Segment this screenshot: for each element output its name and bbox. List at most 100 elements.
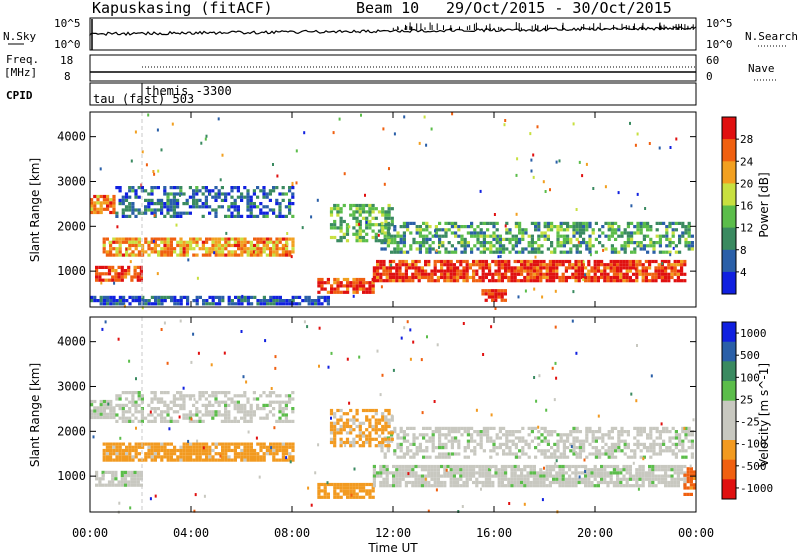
scatter-region <box>90 399 116 420</box>
y-tick-label: 3000 <box>57 174 86 188</box>
freq-unit-label: [MHz] <box>4 66 37 79</box>
cpid-entry-1: tau (fast) 503 <box>93 92 194 106</box>
scatter-noise <box>99 112 678 310</box>
colorbar-tick-label: -500 <box>740 460 767 473</box>
station-title: Kapuskasing (fitACF) <box>92 0 273 17</box>
colorbar-swatch <box>722 139 736 162</box>
time-x-axis: 00:00 04:00 08:00 12:00 16:00 20:00 00:00 <box>72 112 714 540</box>
power-colorbar-label: Power [dB] <box>757 172 771 237</box>
scatter-region <box>115 391 295 423</box>
nsearch-label: N.Search <box>745 30 798 43</box>
colorbar-swatch <box>722 161 736 184</box>
colorbar-tick-label: -1000 <box>740 482 773 495</box>
scatter-region <box>329 203 394 243</box>
scatter-region <box>317 482 375 499</box>
scatter-region <box>683 467 697 496</box>
colorbar-tick-label: 20 <box>740 177 753 190</box>
colorbar-swatch <box>722 400 736 421</box>
beam-title: Beam 10 <box>356 0 419 17</box>
scatter-region <box>95 265 143 282</box>
nsky-label: N.Sky <box>3 30 36 43</box>
colorbar-tick-label: 1000 <box>740 327 767 340</box>
colorbar-tick-label: -100 <box>740 438 767 451</box>
freq-tick-bottom: 8 <box>64 70 71 83</box>
colorbar-tick-label: 500 <box>740 349 760 362</box>
freq-label: Freq. <box>6 53 39 66</box>
scatter-region <box>90 194 116 215</box>
y-tick-label: 4000 <box>57 335 86 349</box>
colorbar-tick-label: 4 <box>740 266 747 279</box>
y-tick-label: 3000 <box>57 379 86 393</box>
colorbar-swatch <box>722 205 736 229</box>
nsky-line <box>89 26 697 37</box>
colorbar-swatch <box>722 440 736 461</box>
colorbar-swatch <box>722 249 736 273</box>
nsky-tick-top: 10^5 <box>54 17 81 30</box>
y-tick-label: 4000 <box>57 130 86 144</box>
x-axis-label: Time UT <box>367 541 418 554</box>
velocity-colorbar-label: Velocity [m s^-1] <box>757 363 771 467</box>
nsky-tick-bottom: 10^0 <box>54 38 81 51</box>
colorbar-swatch <box>722 117 736 140</box>
colorbar-swatch <box>722 341 736 362</box>
nave-tick-bottom: 0 <box>706 70 713 83</box>
velocity-heatmap <box>90 317 697 514</box>
colorbar-swatch <box>722 381 736 402</box>
x-tick-label: 00:00 <box>678 526 714 540</box>
y-tick-label: 2000 <box>57 219 86 233</box>
date-range-title: 29/Oct/2015 - 30/Oct/2015 <box>446 0 672 17</box>
scatter-region <box>481 289 507 302</box>
scatter-region <box>102 442 295 462</box>
scatter-region <box>102 237 295 257</box>
power-heatmap <box>90 112 694 310</box>
power-ylabel: Slant Range [km] <box>28 158 42 262</box>
colorbar-swatch <box>722 271 736 295</box>
velocity-y-axis: 1000 2000 3000 4000 <box>57 335 696 483</box>
colorbar-swatch <box>722 227 736 251</box>
velocity-colorbar: 1000 500 100 25 -25 -100 -500 -1000 <box>721 321 773 500</box>
scatter-region <box>317 277 375 294</box>
scatter-region <box>95 470 143 487</box>
y-tick-label: 1000 <box>57 469 86 483</box>
colorbar-tick-label: 28 <box>740 133 753 146</box>
power-colorbar: 4 8 12 16 20 24 28 <box>721 116 754 295</box>
colorbar-tick-label: 25 <box>740 393 753 406</box>
freq-panel <box>89 54 697 82</box>
nsky-trace <box>89 19 697 50</box>
freq-tick-top: 18 <box>60 54 73 67</box>
y-tick-label: 2000 <box>57 424 86 438</box>
x-tick-label: 08:00 <box>274 526 310 540</box>
scatter-region <box>372 464 687 488</box>
scatter-noise <box>92 319 695 514</box>
colorbar-swatch <box>722 420 736 441</box>
colorbar-swatch <box>722 479 736 500</box>
nsearch-tick-bottom: 10^0 <box>706 38 733 51</box>
x-tick-label: 00:00 <box>72 526 108 540</box>
colorbar-swatch <box>722 459 736 480</box>
velocity-ylabel: Slant Range [km] <box>28 363 42 467</box>
y-tick-label: 1000 <box>57 264 86 278</box>
nsky-panel <box>89 17 697 51</box>
nsearch-tick-top: 10^5 <box>706 17 733 30</box>
colorbar-tick-label: 12 <box>740 222 753 235</box>
colorbar-tick-label: -25 <box>740 416 760 429</box>
colorbar-swatch <box>722 322 736 343</box>
scatter-region <box>329 408 394 448</box>
x-tick-label: 12:00 <box>375 526 411 540</box>
power-y-axis: 1000 2000 3000 4000 <box>57 130 696 278</box>
cpid-label: CPID <box>6 89 33 102</box>
cpid-panel <box>89 82 697 106</box>
scatter-region <box>380 426 694 459</box>
colorbar-tick-label: 16 <box>740 200 753 213</box>
scatter-region <box>90 295 330 306</box>
colorbar-tick-label: 100 <box>740 371 760 384</box>
x-tick-label: 20:00 <box>577 526 613 540</box>
colorbar-swatch <box>722 361 736 382</box>
x-tick-label: 16:00 <box>476 526 512 540</box>
colorbar-swatch <box>722 183 736 206</box>
nave-label: Nave <box>748 62 775 75</box>
scatter-region <box>380 221 694 254</box>
scatter-region <box>372 259 687 283</box>
nave-tick-top: 60 <box>706 54 719 67</box>
